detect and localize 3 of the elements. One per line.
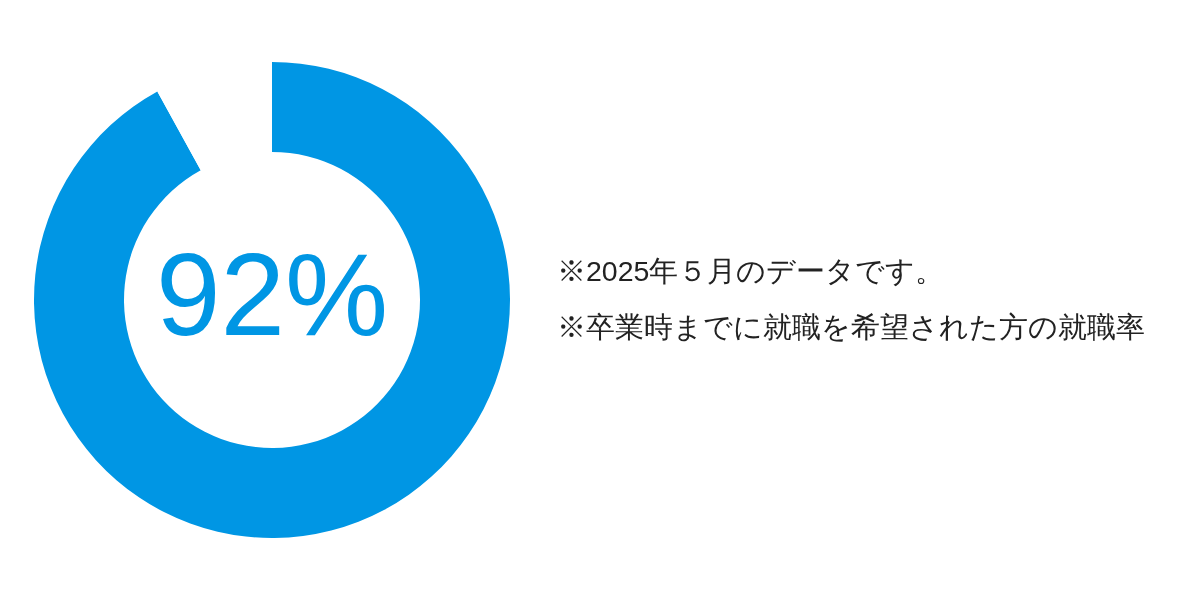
text: ※2025年５月のデータです。 bbox=[557, 255, 945, 287]
text: ※卒業時までに就職を希望された方の就職率 bbox=[557, 311, 1145, 343]
data-label: 92% bbox=[155, 230, 389, 360]
